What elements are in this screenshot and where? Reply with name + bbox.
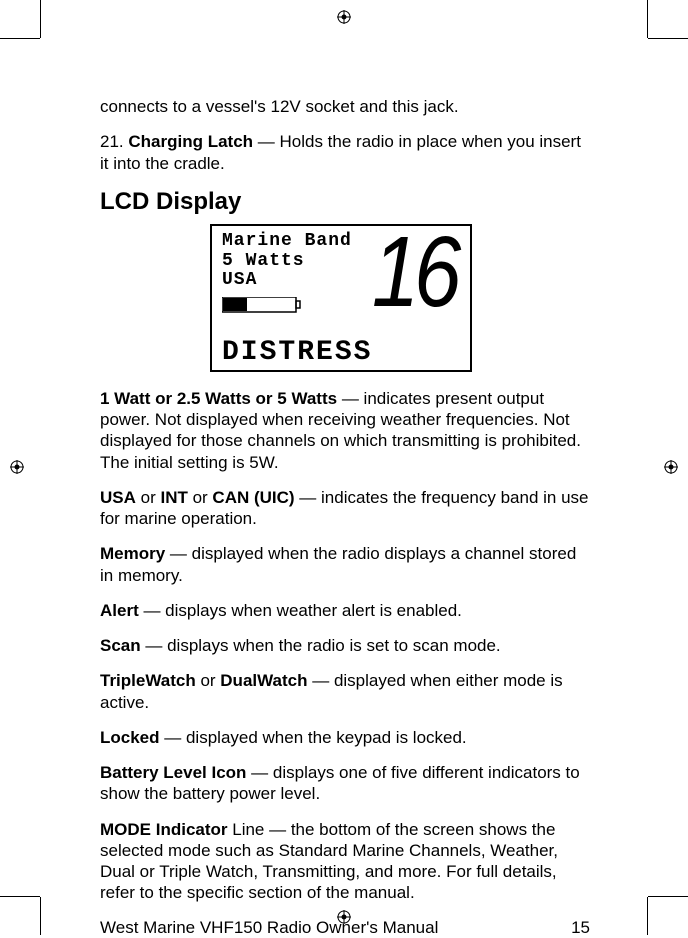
definitions-list: 1 Watt or 2.5 Watts or 5 Watts — indicat… bbox=[100, 388, 590, 904]
crop-mark bbox=[647, 897, 648, 935]
definition-term: DualWatch bbox=[220, 671, 307, 690]
definition-joiner: or bbox=[136, 488, 161, 507]
definition-joiner: or bbox=[188, 488, 213, 507]
lcd-display: Marine Band 5 Watts USA 16 DISTRESS bbox=[210, 224, 472, 372]
definition-text: — displayed when the radio displays a ch… bbox=[100, 544, 576, 584]
definition-item: Scan — displays when the radio is set to… bbox=[100, 635, 590, 656]
registration-mark-icon bbox=[337, 10, 351, 24]
definition-term: Battery Level Icon bbox=[100, 763, 246, 782]
crop-mark bbox=[40, 0, 41, 38]
definition-term: 1 Watt or 2.5 Watts or 5 Watts bbox=[100, 389, 337, 408]
registration-mark-icon bbox=[664, 460, 678, 474]
definition-term: CAN (UIC) bbox=[212, 488, 294, 507]
definition-item: Alert — displays when weather alert is e… bbox=[100, 600, 590, 621]
crop-mark bbox=[648, 38, 688, 39]
definition-term: USA bbox=[100, 488, 136, 507]
definition-item: MODE Indicator Line — the bottom of the … bbox=[100, 819, 590, 904]
crop-mark bbox=[0, 896, 40, 897]
definition-item: TripleWatch or DualWatch — displayed whe… bbox=[100, 670, 590, 713]
lcd-channel: 16 bbox=[372, 222, 456, 322]
definition-term: Scan bbox=[100, 636, 141, 655]
definition-item: 1 Watt or 2.5 Watts or 5 Watts — indicat… bbox=[100, 388, 590, 473]
definition-term: TripleWatch bbox=[100, 671, 196, 690]
definition-text: — displays when the radio is set to scan… bbox=[141, 636, 501, 655]
intro-text: connects to a vessel's 12V socket and th… bbox=[100, 96, 590, 117]
crop-mark bbox=[40, 897, 41, 935]
page-content: connects to a vessel's 12V socket and th… bbox=[100, 96, 590, 938]
definition-text: — displayed when the keypad is locked. bbox=[160, 728, 467, 747]
crop-mark bbox=[648, 896, 688, 897]
definition-term: Alert bbox=[100, 601, 139, 620]
item-number: 21. bbox=[100, 132, 124, 151]
item-label: Charging Latch bbox=[128, 132, 253, 151]
section-heading: LCD Display bbox=[100, 188, 590, 216]
definition-term: Locked bbox=[100, 728, 160, 747]
definition-text: — displays when weather alert is enabled… bbox=[139, 601, 462, 620]
registration-mark-icon bbox=[10, 460, 24, 474]
definition-item: Memory — displayed when the radio displa… bbox=[100, 543, 590, 586]
lcd-distress: DISTRESS bbox=[222, 337, 372, 368]
definition-term: INT bbox=[160, 488, 187, 507]
definition-term: Memory bbox=[100, 544, 165, 563]
crop-mark bbox=[647, 0, 648, 38]
definition-item: Battery Level Icon — displays one of fiv… bbox=[100, 762, 590, 805]
definition-joiner: or bbox=[196, 671, 221, 690]
definition-item: USA or INT or CAN (UIC) — indicates the … bbox=[100, 487, 590, 530]
crop-mark bbox=[0, 38, 40, 39]
definition-term: MODE Indicator bbox=[100, 820, 228, 839]
definition-item: Locked — displayed when the keypad is lo… bbox=[100, 727, 590, 748]
item-21: 21. Charging Latch — Holds the radio in … bbox=[100, 131, 590, 174]
